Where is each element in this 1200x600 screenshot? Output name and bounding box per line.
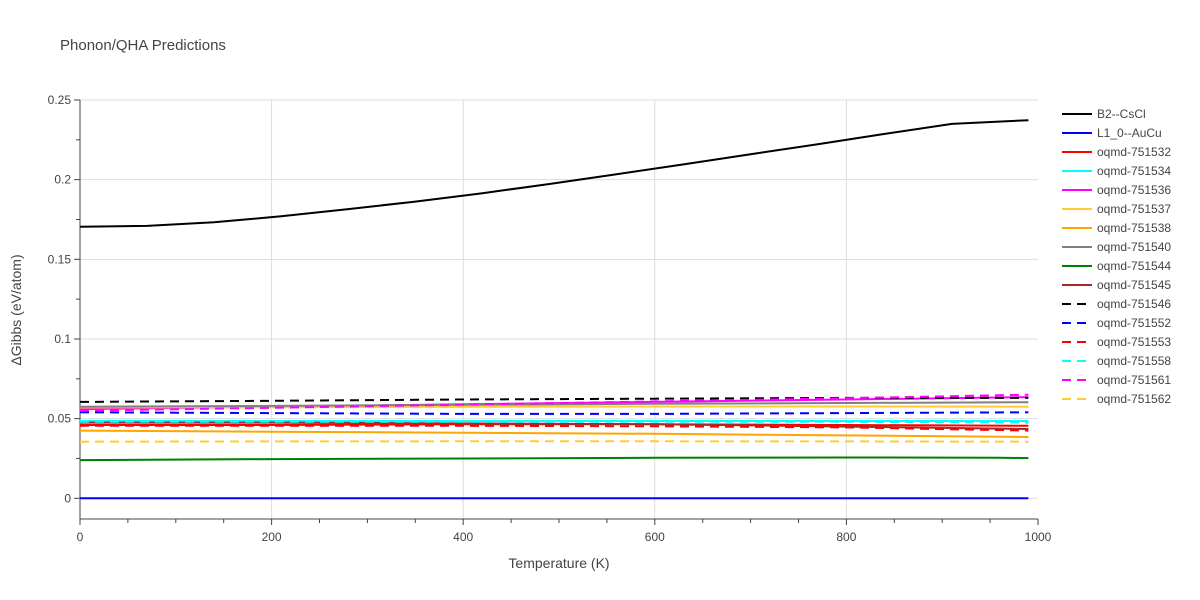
x-tick-label: 200: [262, 530, 282, 544]
legend-item[interactable]: oqmd-751534: [1062, 164, 1171, 178]
legend-item[interactable]: L1_0--AuCu: [1062, 126, 1162, 140]
legend-label: oqmd-751544: [1097, 259, 1171, 273]
legend-label: oqmd-751558: [1097, 354, 1171, 368]
x-tick-label: 600: [645, 530, 665, 544]
y-tick-label: 0.25: [48, 93, 72, 107]
series-line-oqmd-751544: [79, 456, 1029, 462]
x-tick-label: 800: [836, 530, 856, 544]
legend-item[interactable]: oqmd-751562: [1062, 392, 1171, 406]
legend-item[interactable]: oqmd-751552: [1062, 316, 1171, 330]
series-layer: [79, 119, 1029, 500]
x-axis-title: Temperature (K): [508, 555, 609, 571]
legend-label: oqmd-751537: [1097, 202, 1171, 216]
axes: 0 200 400 600 800 1000 0 0.05 0.1 0.15 0.2 0.25: [48, 93, 1052, 544]
legend-item[interactable]: oqmd-751540: [1062, 240, 1171, 254]
y-tick-label: 0.15: [48, 252, 72, 266]
legend-label: oqmd-751546: [1097, 297, 1171, 311]
legend-item[interactable]: oqmd-751558: [1062, 354, 1171, 368]
legend-label: oqmd-751534: [1097, 164, 1171, 178]
series-line-oqmd-751540: [79, 401, 1029, 408]
legend-item[interactable]: oqmd-751546: [1062, 297, 1171, 311]
legend-label: oqmd-751561: [1097, 373, 1171, 387]
legend-item[interactable]: oqmd-751536: [1062, 183, 1171, 197]
legend-item[interactable]: oqmd-751538: [1062, 221, 1171, 235]
series-line-oqmd-751537: [79, 405, 1029, 409]
series-line-oqmd-751538: [79, 429, 1029, 438]
series-line-B2--CsCl: [79, 119, 1029, 228]
legend-label: L1_0--AuCu: [1097, 126, 1162, 140]
legend-label: oqmd-751553: [1097, 335, 1171, 349]
legend-label: oqmd-751552: [1097, 316, 1171, 330]
legend-item[interactable]: oqmd-751532: [1062, 145, 1171, 159]
x-tick-label: 400: [453, 530, 473, 544]
series-line-oqmd-751552: [79, 411, 1029, 415]
legend-label: oqmd-751545: [1097, 278, 1171, 292]
y-tick-label: 0.05: [48, 412, 72, 426]
legend-label: oqmd-751536: [1097, 183, 1171, 197]
series-line-oqmd-751558: [80, 420, 1029, 424]
legend-item[interactable]: oqmd-751545: [1062, 278, 1171, 292]
chart-title: Phonon/QHA Predictions: [60, 37, 226, 54]
legend-item[interactable]: oqmd-751544: [1062, 259, 1171, 273]
x-tick-label: 1000: [1025, 530, 1052, 544]
legend-item[interactable]: oqmd-751537: [1062, 202, 1171, 216]
legend-item[interactable]: B2--CsCl: [1062, 107, 1146, 121]
legend-label: oqmd-751562: [1097, 392, 1171, 406]
legend-label: oqmd-751538: [1097, 221, 1171, 235]
legend-label: oqmd-751540: [1097, 240, 1171, 254]
legend-label: oqmd-751532: [1097, 145, 1171, 159]
y-tick-label: 0: [64, 491, 71, 505]
y-tick-label: 0.1: [54, 332, 71, 346]
series-line-oqmd-751553: [80, 424, 1029, 432]
legend-item[interactable]: oqmd-751561: [1062, 373, 1171, 387]
y-tick-label: 0.2: [54, 173, 71, 187]
legend-label: B2--CsCl: [1097, 107, 1146, 121]
legend[interactable]: B2--CsCl L1_0--AuCu oqmd-751532 oqmd-751534…: [1062, 107, 1171, 406]
legend-item[interactable]: oqmd-751553: [1062, 335, 1171, 349]
y-axis-title: ΔGibbs (eV/atom): [8, 254, 24, 365]
x-tick-label: 0: [77, 530, 84, 544]
series-line-oqmd-751561: [79, 393, 1029, 412]
